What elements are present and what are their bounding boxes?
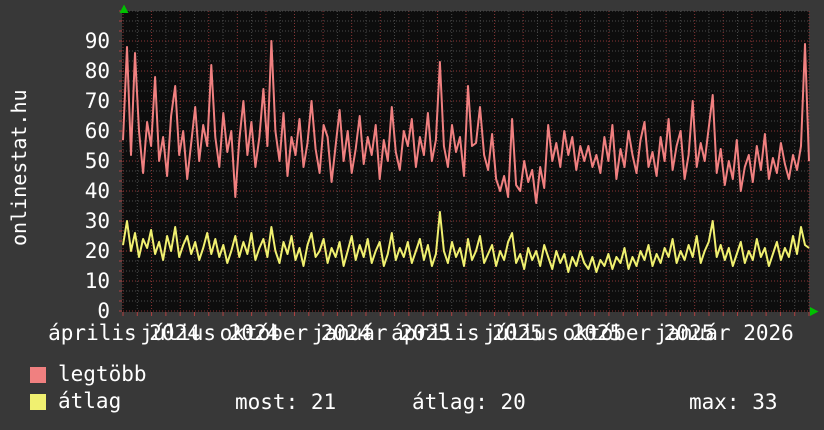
legend-label-legtobb: legtöbb xyxy=(58,362,147,386)
y-axis-tick-label: 50 xyxy=(84,149,110,173)
series-line-atlag xyxy=(122,211,810,273)
y-axis-tick-label: 80 xyxy=(84,59,110,83)
legend-row-atlag: átlag xyxy=(30,388,121,415)
x-axis-tick-label: április 2024 xyxy=(48,321,200,345)
y-axis-tick-label: 70 xyxy=(84,89,110,113)
y-axis-tick-label: 20 xyxy=(84,239,110,263)
x-axis-tick-label: október 2024 xyxy=(219,321,372,345)
stat-atlag: átlag: 20 xyxy=(412,390,526,414)
x-axis-labels: április 2024 július 2024 október 2024 januá… xyxy=(0,0,824,345)
x-axis-tick-label: október 2025 xyxy=(562,321,715,345)
x-axis-tick-label: január 2025 xyxy=(311,321,451,345)
y-axis-tick-label: 90 xyxy=(84,29,110,53)
y-axis-tick-label: 30 xyxy=(84,209,110,233)
x-axis-arrow-icon xyxy=(810,307,819,316)
x-axis-tick-label: április 2025 xyxy=(391,321,543,345)
x-axis-tick-label: január 2026 xyxy=(654,321,794,345)
y-axis-tick-label: 10 xyxy=(84,269,110,293)
y-axis-tick-label: 40 xyxy=(84,179,110,203)
x-axis-tick-label: július 2025 xyxy=(483,321,623,345)
y-axis-labels: 0 10 20 30 40 50 60 70 80 90 xyxy=(54,0,110,330)
legend-swatch-legtobb xyxy=(30,366,46,383)
series-line-legtobb xyxy=(122,40,810,204)
x-axis-tick-label: július 2024 xyxy=(140,321,280,345)
legend-row-legtobb: legtöbb xyxy=(30,361,147,388)
stat-most: most: 21 xyxy=(235,390,337,414)
y-axis-tick-label: 0 xyxy=(97,299,110,323)
stat-max: max: 33 xyxy=(689,390,778,414)
legend-label-atlag: átlag xyxy=(58,389,122,413)
y-axis-tick-label: 60 xyxy=(84,119,110,143)
legend-swatch-atlag xyxy=(30,393,46,410)
stats-row: most: 21 átlag: 20 max: 33 xyxy=(0,389,824,416)
y-axis-arrow-icon xyxy=(119,4,129,13)
